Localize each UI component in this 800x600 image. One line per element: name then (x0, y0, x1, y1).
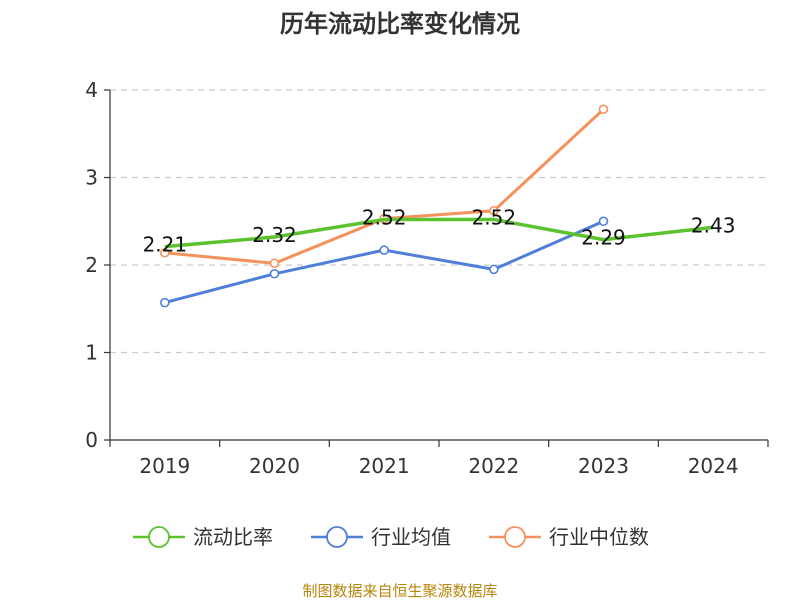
axes: 0 1 2 3 4 2019 2020 2021 2022 2023 2024 (85, 78, 769, 478)
data-label: 2.32 (252, 223, 297, 247)
x-tick-label: 2019 (139, 454, 190, 478)
x-tick-label: 2023 (578, 454, 629, 478)
y-tick-label: 1 (85, 341, 98, 365)
chart-title: 历年流动比率变化情况 (280, 10, 520, 38)
series-point-1[interactable] (269, 268, 280, 279)
x-tick-label: 2020 (249, 454, 300, 478)
y-tick-label: 4 (85, 78, 98, 102)
legend-item-2[interactable]: 行业中位数 (489, 525, 649, 549)
x-tick-label: 2024 (688, 454, 739, 478)
legend-marker (504, 526, 526, 548)
data-label: 2.52 (362, 206, 407, 230)
data-label: 2.52 (472, 206, 517, 230)
legend-label: 行业中位数 (549, 525, 649, 549)
x-tick-label: 2022 (468, 454, 519, 478)
legend[interactable]: 流动比率 行业均值 行业中位数 (133, 525, 649, 549)
series-point-1[interactable] (489, 264, 499, 275)
series-point-1[interactable] (379, 245, 389, 255)
series-point-2[interactable] (598, 104, 609, 115)
source-note: 制图数据来自恒生聚源数据库 (302, 582, 497, 600)
legend-item-0[interactable]: 流动比率 (133, 525, 273, 549)
series-point-2[interactable] (269, 258, 280, 269)
series-line-0 (164, 217, 714, 249)
series-group (160, 104, 714, 308)
y-tick-label: 0 (85, 428, 98, 452)
legend-item-1[interactable]: 行业均值 (311, 525, 451, 549)
data-label: 2.29 (581, 226, 626, 250)
y-tick-label: 2 (85, 253, 98, 277)
data-label: 2.43 (691, 213, 736, 237)
series-line-1 (164, 219, 605, 305)
legend-label: 行业均值 (371, 525, 451, 549)
series-point-1[interactable] (598, 216, 609, 227)
y-tick-label: 3 (85, 166, 98, 190)
data-label: 2.21 (143, 233, 188, 257)
legend-marker (326, 526, 348, 548)
x-tick-label: 2021 (359, 454, 410, 478)
series-point-1[interactable] (160, 297, 170, 308)
legend-label: 流动比率 (193, 525, 273, 549)
legend-marker (148, 526, 170, 548)
data-labels: 2.21 2.32 2.52 2.52 2.29 2.43 (143, 206, 736, 257)
series-point-2[interactable] (160, 247, 170, 258)
series-point-2[interactable] (489, 205, 499, 216)
